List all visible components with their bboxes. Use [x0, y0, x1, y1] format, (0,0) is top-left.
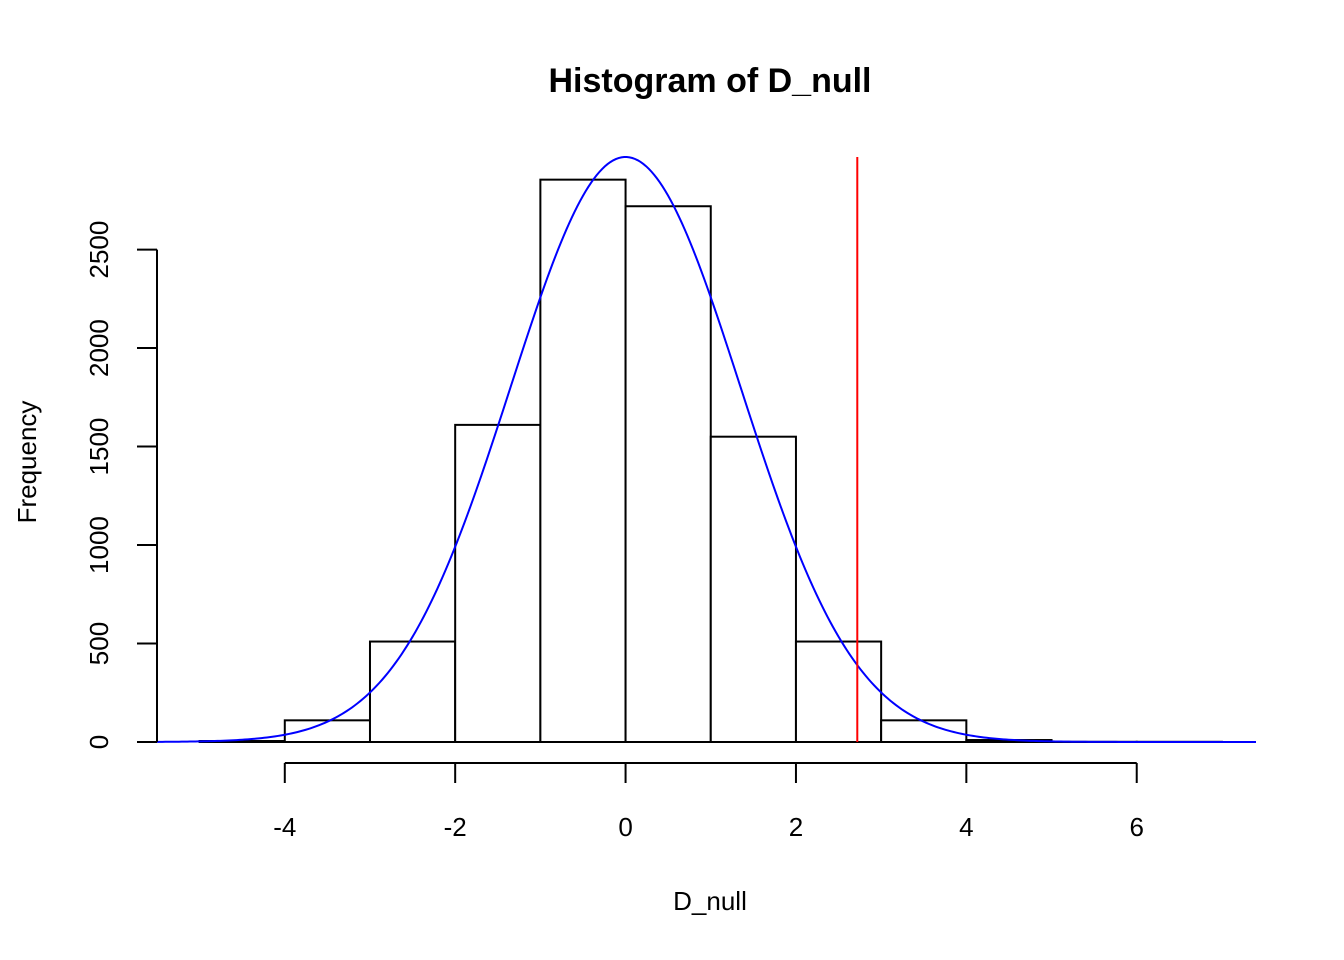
- x-tick-label: -2: [444, 812, 467, 842]
- density-curve-layer: [156, 156, 1256, 743]
- y-tick-label: 2000: [84, 319, 114, 377]
- y-tick-label: 500: [84, 622, 114, 665]
- x-axis: -4 -2 0 2 4 6: [273, 762, 1144, 842]
- y-axis: 0 500 1000 1500 2000 2500: [84, 221, 158, 749]
- x-tick-label: 2: [789, 812, 803, 842]
- x-tick-label: -4: [273, 812, 296, 842]
- x-tick-label: 4: [959, 812, 973, 842]
- y-axis-label: Frequency: [12, 401, 42, 524]
- x-tick-label: 6: [1129, 812, 1143, 842]
- x-tick-label: 0: [618, 812, 632, 842]
- density-curve: [156, 156, 1256, 743]
- histogram-bar: [709, 435, 797, 743]
- y-tick-label: 1000: [84, 516, 114, 574]
- histogram-bar: [539, 178, 627, 744]
- histogram-bar: [368, 640, 457, 744]
- histogram-bar: [794, 640, 883, 744]
- histogram-bars: [198, 178, 1223, 744]
- y-tick-label: 0: [84, 735, 114, 749]
- histogram-bar: [880, 719, 968, 743]
- y-tick-label: 2500: [84, 221, 114, 279]
- x-axis-label: D_null: [673, 886, 747, 916]
- chart-title: Histogram of D_null: [548, 62, 871, 100]
- histogram-bar: [454, 423, 542, 743]
- y-tick-label: 1500: [84, 418, 114, 476]
- histogram-bar: [624, 205, 712, 743]
